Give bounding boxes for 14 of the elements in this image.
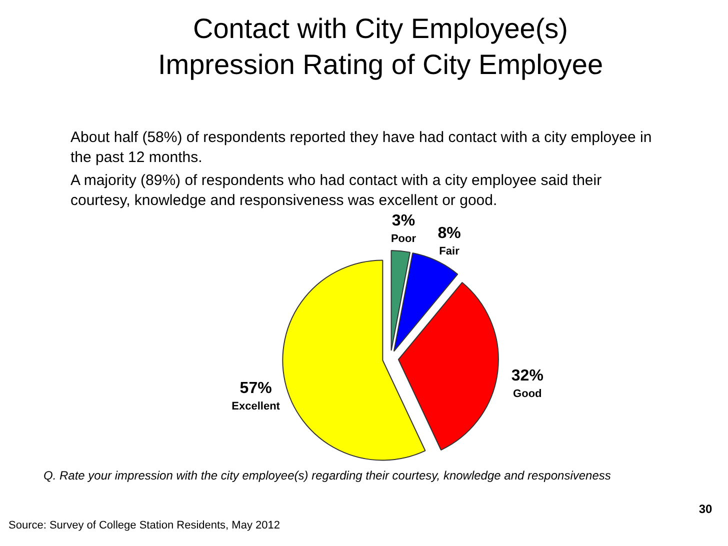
data-label: 57% xyxy=(240,380,272,398)
chart-title: Contact with City Employee(s) Impression Rating of City Employee xyxy=(158,13,604,80)
source-note: Source: Survey of College Station Residents, May 2012 xyxy=(8,520,280,532)
text: About half (58%) of respondents reported they have had contact with a city employee in the past 12 months. xyxy=(70,129,652,166)
text: A majority (89%) of respondents who had contact with a city employee said their courtesy, knowledge and responsiveness was excellent or good. xyxy=(70,172,602,209)
slice-label: Good xyxy=(513,388,542,400)
data-label: 8% xyxy=(438,225,461,242)
text: Q. Rate your impression with the city employee(s) regarding their courtesy, knowledge and responsiveness xyxy=(44,468,611,482)
text: 30 xyxy=(698,502,712,516)
data-label: 3% xyxy=(392,212,416,230)
slice-label: Excellent xyxy=(232,400,280,413)
data-label: 32% xyxy=(511,367,544,384)
slice-label: Poor xyxy=(390,233,417,246)
slice-label: Fair xyxy=(439,246,460,258)
